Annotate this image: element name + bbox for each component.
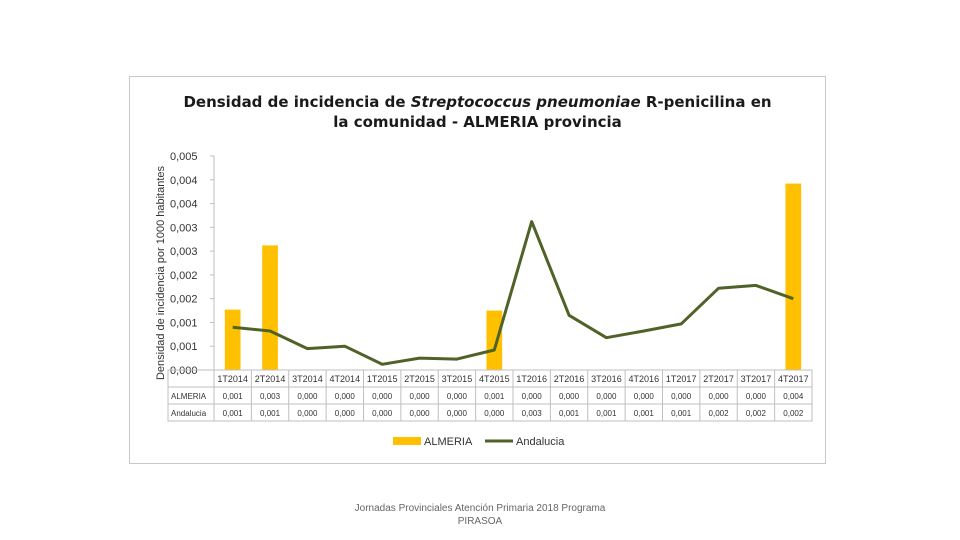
footer-line1: Jornadas Provinciales Atención Primaria …: [354, 503, 606, 514]
x-tick-label: 2T2014: [255, 374, 286, 384]
title-pre: Densidad de incidencia de: [183, 93, 411, 111]
data-label-almeria: 0,000: [410, 392, 431, 401]
legend-label-andalucia: Andalucia: [516, 436, 565, 448]
x-tick-label: 3T2015: [442, 374, 473, 384]
data-label-andalucia: 0,001: [559, 409, 580, 418]
y-tick-label: 0,003: [170, 246, 198, 258]
y-tick-label: 0,001: [170, 341, 198, 353]
data-label-almeria: 0,001: [484, 392, 505, 401]
x-tick-label: 1T2015: [367, 374, 398, 384]
y-tick-label: 0,004: [170, 175, 198, 187]
x-tick-label: 1T2016: [516, 374, 547, 384]
x-tick-label: 2T2017: [703, 374, 734, 384]
data-label-andalucia: 0,001: [596, 409, 617, 418]
legend-swatch-almeria: [393, 437, 421, 445]
data-label-andalucia: 0,000: [372, 409, 393, 418]
line-andalucia: [232, 220, 794, 366]
y-tick-label: 0,005: [170, 151, 198, 163]
data-label-almeria: 0,000: [335, 392, 356, 401]
data-label-almeria: 0,000: [709, 392, 730, 401]
data-label-almeria: 0,000: [522, 392, 543, 401]
data-label-andalucia: 0,000: [297, 409, 318, 418]
data-label-andalucia: 0,002: [709, 409, 730, 418]
legend-label-almeria: ALMERIA: [424, 436, 473, 448]
data-label-andalucia: 0,000: [447, 409, 468, 418]
title-post: R-penicilina en: [640, 93, 772, 111]
y-tick-label: 0,000: [170, 365, 198, 377]
data-label-almeria: 0,003: [260, 392, 281, 401]
data-label-andalucia: 0,000: [410, 409, 431, 418]
data-label-andalucia: 0,000: [335, 409, 356, 418]
data-label-almeria: 0,004: [783, 392, 804, 401]
bar-almeria: [785, 183, 802, 370]
data-label-almeria: 0,000: [634, 392, 655, 401]
chart-title-line1: Densidad de incidencia de Streptococcus …: [129, 92, 826, 112]
data-label-almeria: 0,000: [746, 392, 767, 401]
x-tick-label: 1T2014: [217, 374, 248, 384]
x-tick-label: 3T2016: [591, 374, 622, 384]
data-label-andalucia: 0,000: [484, 409, 505, 418]
y-tick-label: 0,003: [170, 222, 198, 234]
data-label-almeria: 0,000: [447, 392, 468, 401]
data-label-almeria: 0,000: [297, 392, 318, 401]
chart-title-line2: la comunidad - ALMERIA provincia: [333, 113, 622, 131]
bar-almeria: [262, 245, 278, 370]
y-tick-label: 0,004: [170, 199, 198, 211]
x-tick-label: 4T2017: [778, 374, 809, 384]
bar-almeria: [224, 309, 241, 370]
x-tick-label: 4T2015: [479, 374, 510, 384]
x-tick-label: 4T2016: [629, 374, 660, 384]
y-tick-label: 0,001: [170, 317, 198, 329]
data-label-andalucia: 0,001: [260, 409, 281, 418]
footer: Jornadas Provinciales Atención Primaria …: [330, 502, 630, 528]
y-tick-label: 0,002: [170, 270, 198, 282]
bar-almeria: [486, 310, 503, 370]
data-label-andalucia: 0,001: [671, 409, 692, 418]
y-axis-label: Densidad de incidencia por 1000 habitant…: [155, 165, 167, 380]
table-row-label-almeria: ALMERIA: [171, 392, 207, 401]
x-tick-label: 3T2014: [292, 374, 323, 384]
y-tick-label: 0,002: [170, 294, 198, 306]
data-label-andalucia: 0,001: [223, 409, 244, 418]
x-tick-label: 1T2017: [666, 374, 697, 384]
data-label-almeria: 0,000: [596, 392, 617, 401]
data-label-andalucia: 0,003: [522, 409, 543, 418]
chart-frame: [129, 76, 826, 464]
x-tick-label: 2T2015: [404, 374, 435, 384]
data-label-almeria: 0,000: [559, 392, 580, 401]
footer-line2: PIRASOA: [457, 516, 503, 527]
table-row-label-andalucia: Andalucia: [171, 409, 207, 418]
data-label-almeria: 0,001: [223, 392, 244, 401]
x-tick-label: 3T2017: [741, 374, 772, 384]
x-tick-label: 2T2016: [554, 374, 585, 384]
data-label-almeria: 0,000: [372, 392, 393, 401]
x-tick-label: 4T2014: [330, 374, 361, 384]
data-label-andalucia: 0,002: [783, 409, 804, 418]
data-label-andalucia: 0,001: [634, 409, 655, 418]
chart-title: Densidad de incidencia de Streptococcus …: [129, 92, 826, 132]
data-label-almeria: 0,000: [671, 392, 692, 401]
title-italic: Streptococcus pneumoniae: [410, 93, 641, 111]
data-label-andalucia: 0,002: [746, 409, 767, 418]
